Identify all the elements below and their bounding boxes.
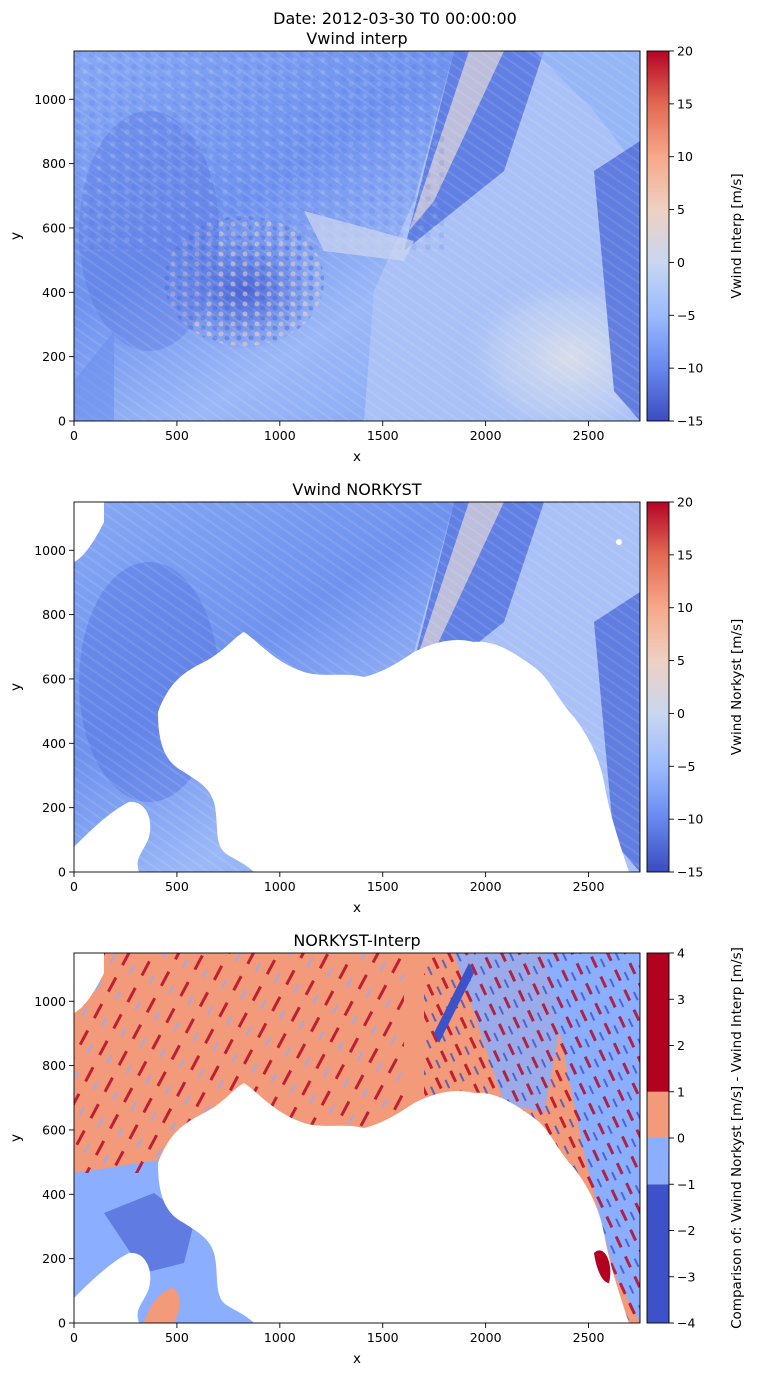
x-tick-label: 1500 (367, 1330, 399, 1345)
panel-vwind-norkyst (73, 501, 641, 873)
x-tick-label: 2500 (573, 428, 605, 443)
y-tick-label: 1000 (34, 92, 66, 107)
x-tick-label: 2000 (470, 428, 502, 443)
y-tick-label: 600 (42, 1122, 66, 1137)
x-tick-label: 2500 (573, 879, 605, 894)
y-tick-label: 800 (42, 607, 66, 622)
colorbar-tick-label: 0 (677, 255, 685, 270)
heatmap-vwind-interp (74, 51, 640, 421)
x-axis-label: x (353, 1351, 361, 1367)
y-tick-label: 1000 (34, 543, 66, 558)
x-tick-label: 500 (165, 1330, 189, 1345)
chart-title: Vwind interp (306, 29, 407, 48)
x-tick-label: 1000 (264, 879, 296, 894)
colorbar-tick-label: 10 (677, 600, 693, 615)
x-tick-label: 500 (165, 428, 189, 443)
x-tick-label: 2000 (470, 879, 502, 894)
y-axis-label: y (8, 683, 24, 691)
colorbar-label: Vwind Norkyst [m/s] (729, 619, 745, 756)
colorbar-bin (647, 1184, 669, 1323)
colorbar-tick-label: 5 (677, 202, 685, 217)
y-tick-label: 200 (42, 349, 66, 364)
y-tick-label: 200 (42, 1251, 66, 1266)
y-axis-label: y (8, 232, 24, 240)
x-tick-label: 0 (70, 879, 78, 894)
colorbar-frame (646, 501, 670, 873)
land-mask (158, 632, 629, 872)
x-tick-label: 1000 (264, 1330, 296, 1345)
colorbar-tick-label: −15 (677, 414, 703, 429)
colorbar-tick-label: 5 (677, 653, 685, 668)
colorbar-tick-label: −4 (677, 1316, 695, 1331)
y-tick-label: 1000 (34, 994, 66, 1009)
x-tick-label: 0 (70, 428, 78, 443)
y-tick-label: 400 (42, 736, 66, 751)
colorbar-tick-label: 1 (677, 1084, 685, 1099)
colorbar-bin (647, 953, 669, 1092)
colorbar-tick-label: 10 (677, 149, 693, 164)
panel-vwind-interp (73, 50, 641, 422)
colorbar-tick-label: −10 (677, 361, 703, 376)
x-tick-label: 1500 (367, 428, 399, 443)
colorbar-gradient (647, 502, 669, 872)
colorbar-tick-label: 20 (677, 44, 693, 59)
colorbar-tick-label: 20 (677, 495, 693, 510)
y-tick-label: 400 (42, 285, 66, 300)
chart-title: NORKYST-Interp (293, 931, 420, 950)
x-tick-label: 1000 (264, 428, 296, 443)
y-tick-label: 600 (42, 671, 66, 686)
colorbar-gradient (647, 51, 669, 421)
figure-suptitle: Date: 2012-03-30 T0 00:00:00 (273, 9, 517, 28)
heatmap-difference (74, 953, 640, 1323)
land-mask (158, 1083, 629, 1323)
colorbar-tick-label: −15 (677, 865, 703, 880)
y-tick-label: 400 (42, 1187, 66, 1202)
colorbar-tick-label: −1 (677, 1177, 695, 1192)
colorbar-tick-label: 2 (677, 1038, 685, 1053)
colorbar-label: Vwind Interp [m/s] (729, 173, 745, 298)
colorbar-frame (646, 50, 670, 422)
y-tick-label: 0 (58, 865, 66, 880)
x-tick-label: 2500 (573, 1330, 605, 1345)
colorbar-bin (647, 1138, 669, 1185)
y-axis-label: y (8, 1134, 24, 1142)
y-tick-label: 600 (42, 220, 66, 235)
colorbar-tick-label: −5 (677, 759, 695, 774)
x-tick-label: 1500 (367, 879, 399, 894)
panel-norkyst-minus-interp (73, 952, 641, 1324)
y-tick-label: 200 (42, 800, 66, 815)
x-axis-label: x (353, 900, 361, 916)
y-tick-label: 0 (58, 1316, 66, 1331)
colorbar-tick-label: −3 (677, 1269, 695, 1284)
colorbar-tick-label: −10 (677, 812, 703, 827)
chart-title: Vwind NORKYST (292, 480, 421, 499)
colorbar-tick-label: −2 (677, 1223, 695, 1238)
y-tick-label: 800 (42, 156, 66, 171)
x-tick-label: 0 (70, 1330, 78, 1345)
colorbar-tick-label: 15 (677, 96, 693, 111)
x-tick-label: 500 (165, 879, 189, 894)
colorbar-tick-label: 15 (677, 547, 693, 562)
y-tick-label: 0 (58, 414, 66, 429)
y-tick-label: 800 (42, 1058, 66, 1073)
x-axis-label: x (353, 449, 361, 465)
colorbar-tick-label: 3 (677, 992, 685, 1007)
heatmap-vwind-norkyst (74, 502, 640, 872)
colorbar-tick-label: 0 (677, 706, 685, 721)
colorbar-tick-label: −5 (677, 308, 695, 323)
colorbar-tick-label: 4 (677, 946, 685, 961)
colorbar-bin (647, 1091, 669, 1138)
colorbar-label: Comparison of: Vwind Norkyst [m/s] - Vwi… (729, 947, 745, 1329)
x-tick-label: 2000 (470, 1330, 502, 1345)
colorbar-tick-label: 0 (677, 1131, 685, 1146)
